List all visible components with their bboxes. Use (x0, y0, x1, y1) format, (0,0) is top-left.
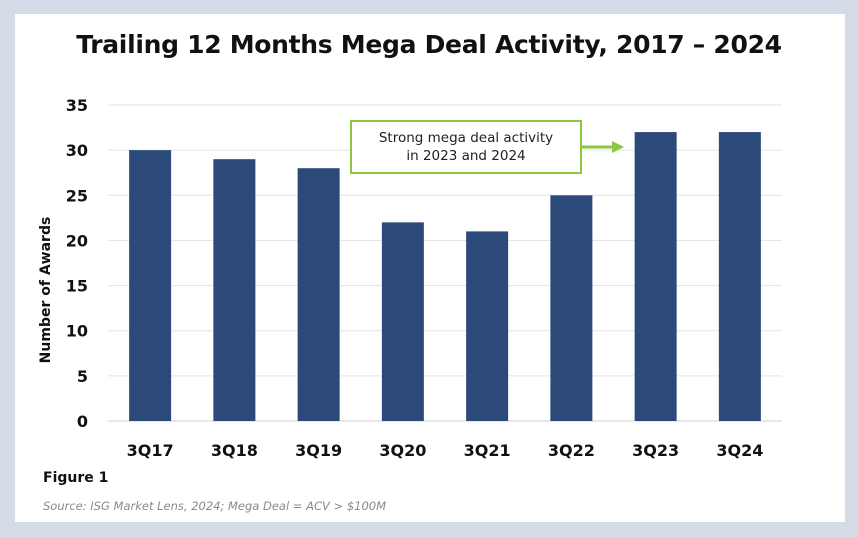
annotation-line: Strong mega deal activity (378, 130, 554, 146)
bar-3Q19 (297, 168, 340, 421)
x-tick-label: 3Q22 (548, 441, 595, 460)
bar-3Q24 (718, 132, 761, 422)
bar-3Q20 (381, 222, 424, 421)
bar-3Q18 (213, 159, 256, 421)
x-tick-label: 3Q18 (211, 441, 258, 460)
annotation-box: Strong mega deal activity in 2023 and 20… (350, 120, 582, 174)
chart-title: Trailing 12 Months Mega Deal Activity, 2… (76, 30, 782, 59)
bar-3Q23 (634, 132, 677, 422)
x-tick-label: 3Q23 (632, 441, 679, 460)
x-tick-label: 3Q17 (127, 441, 174, 460)
x-tick-label: 3Q21 (464, 441, 511, 460)
y-tick-label: 20 (66, 231, 88, 250)
y-tick-label: 15 (66, 277, 88, 296)
y-tick-label: 5 (77, 367, 88, 386)
y-tick-label: 35 (66, 96, 88, 115)
x-tick-label: 3Q24 (716, 441, 763, 460)
x-tick-label: 3Q19 (295, 441, 342, 460)
y-tick-label: 0 (77, 412, 88, 431)
bar-3Q21 (466, 231, 509, 421)
source-note: Source: ISG Market Lens, 2024; Mega Deal… (43, 499, 387, 513)
y-tick-label: 30 (66, 141, 88, 160)
figure-label: Figure 1 (43, 470, 109, 486)
bar-3Q22 (550, 195, 593, 421)
y-tick-label: 10 (66, 322, 88, 341)
annotation-line: in 2023 and 2024 (406, 148, 526, 164)
y-axis-label: Number of Awards (38, 217, 54, 364)
bar-3Q17 (129, 150, 172, 421)
y-tick-label: 25 (66, 186, 88, 205)
x-tick-label: 3Q20 (379, 441, 426, 460)
annotation-arrowhead-icon (612, 141, 624, 153)
